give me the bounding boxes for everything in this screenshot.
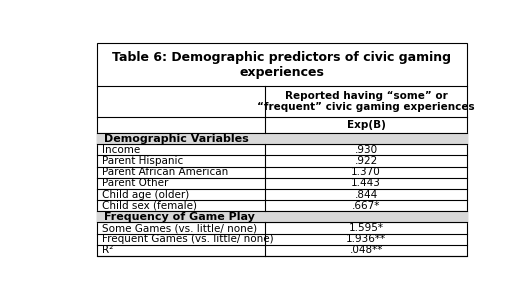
Text: .048**: .048**	[349, 245, 383, 255]
Bar	[97, 133, 467, 144]
Text: Reported having “some” or
“frequent” civic gaming experiences: Reported having “some” or “frequent” civ…	[257, 91, 475, 112]
Text: .922: .922	[355, 156, 378, 166]
Text: Frequent Games (vs. little/ none): Frequent Games (vs. little/ none)	[102, 234, 273, 244]
Text: Parent Other: Parent Other	[102, 178, 169, 188]
Text: 1.595*: 1.595*	[349, 223, 384, 233]
Text: Parent African American: Parent African American	[102, 167, 228, 177]
Text: Exp(B): Exp(B)	[347, 120, 385, 130]
Text: .930: .930	[355, 145, 378, 155]
Text: Income: Income	[102, 145, 140, 155]
Text: Child age (older): Child age (older)	[102, 190, 189, 200]
Text: .667*: .667*	[352, 201, 381, 211]
Text: Parent Hispanic: Parent Hispanic	[102, 156, 183, 166]
Text: Child sex (female): Child sex (female)	[102, 201, 197, 211]
Text: 1.370: 1.370	[351, 167, 381, 177]
Text: 1.936**: 1.936**	[346, 234, 386, 244]
Text: Demographic Variables: Demographic Variables	[104, 134, 249, 144]
Text: Frequency of Game Play: Frequency of Game Play	[104, 212, 255, 222]
Text: R²: R²	[102, 245, 113, 255]
Text: Some Games (vs. little/ none): Some Games (vs. little/ none)	[102, 223, 257, 233]
Text: 1.443: 1.443	[351, 178, 381, 188]
Text: Table 6: Demographic predictors of civic gaming
experiences: Table 6: Demographic predictors of civic…	[112, 51, 452, 79]
Bar	[97, 211, 467, 223]
Text: .844: .844	[355, 190, 378, 200]
